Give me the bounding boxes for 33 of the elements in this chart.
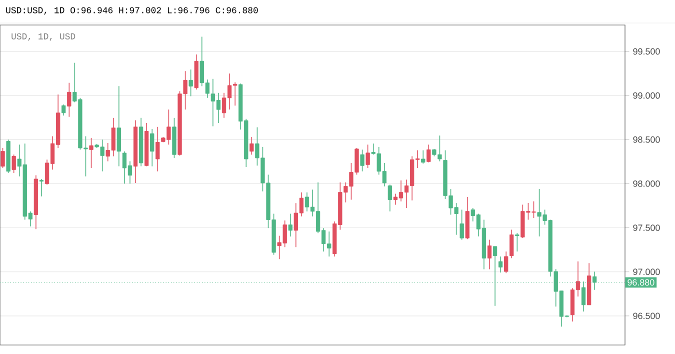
candlestick bbox=[288, 213, 292, 237]
ref-line-label: 96.880 bbox=[628, 279, 654, 286]
text: USD, 1D, USD bbox=[12, 33, 76, 41]
y-tick-label: 99.000 bbox=[633, 92, 660, 99]
y-tick-label: 97.500 bbox=[633, 224, 660, 231]
y-tick-label: 97.000 bbox=[633, 268, 660, 276]
candlestick bbox=[487, 239, 492, 270]
candlestick bbox=[504, 251, 508, 274]
candlestick bbox=[116, 86, 121, 167]
candlestick bbox=[498, 256, 503, 273]
candlestick bbox=[156, 126, 160, 172]
candlestick bbox=[0, 148, 5, 168]
candlestick bbox=[360, 149, 364, 172]
y-tick-label: 98.500 bbox=[633, 136, 660, 143]
y-tick-label: 99.500 bbox=[633, 48, 660, 55]
candlestick bbox=[460, 209, 464, 240]
candlestick bbox=[62, 104, 66, 116]
candlestick bbox=[188, 69, 193, 97]
candlestick bbox=[67, 82, 72, 118]
candlestick bbox=[421, 150, 426, 164]
candlestick bbox=[515, 232, 520, 252]
candlestick bbox=[388, 184, 392, 212]
chart-title: USD:USD, 1D O:96.946 H:97.002 L:96.796 C:96.880 bbox=[6, 7, 258, 15]
candlestick bbox=[250, 136, 254, 156]
candlestick bbox=[366, 144, 370, 168]
candlestick bbox=[426, 144, 431, 163]
y-tick-label: 96.500 bbox=[633, 312, 660, 320]
y-tick-label: 98.000 bbox=[633, 180, 660, 187]
candlestick bbox=[150, 128, 154, 167]
candlestick bbox=[89, 138, 94, 168]
candlestick bbox=[39, 178, 44, 197]
candlestick bbox=[510, 229, 514, 259]
candlestick bbox=[12, 154, 16, 174]
